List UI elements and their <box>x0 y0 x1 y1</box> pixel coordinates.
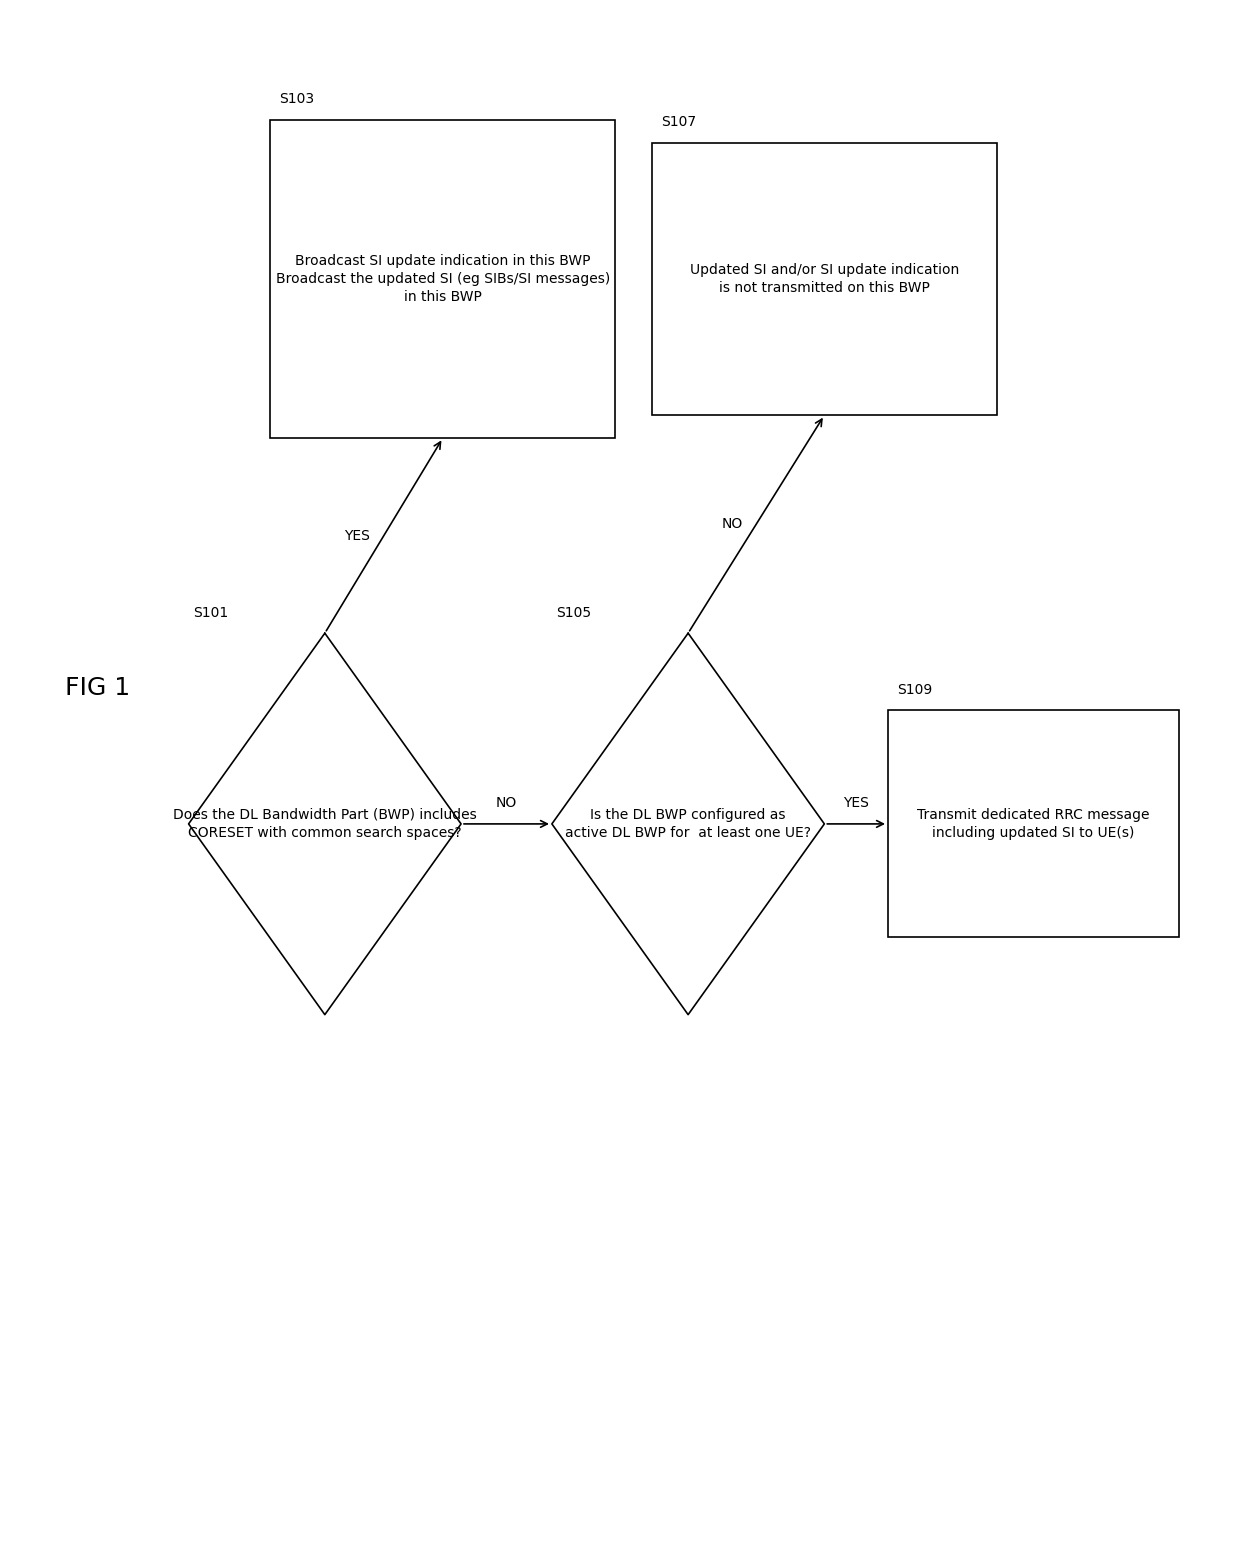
Text: YES: YES <box>843 796 869 810</box>
Bar <box>652 143 997 416</box>
Bar <box>270 120 615 438</box>
Text: S109: S109 <box>897 684 932 698</box>
Text: Updated SI and/or SI update indication
is not transmitted on this BWP: Updated SI and/or SI update indication i… <box>689 263 959 296</box>
Text: S107: S107 <box>661 115 696 129</box>
Text: S103: S103 <box>279 92 315 106</box>
Text: Broadcast SI update indication in this BWP
Broadcast the updated SI (eg SIBs/SI : Broadcast SI update indication in this B… <box>275 254 610 304</box>
Text: Is the DL BWP configured as
active DL BWP for  at least one UE?: Is the DL BWP configured as active DL BW… <box>565 808 811 841</box>
Bar <box>888 710 1178 937</box>
Text: S105: S105 <box>557 606 591 620</box>
Text: Transmit dedicated RRC message
including updated SI to UE(s): Transmit dedicated RRC message including… <box>918 808 1149 841</box>
Text: YES: YES <box>345 528 371 542</box>
Text: Does the DL Bandwidth Part (BWP) includes
CORESET with common search spaces?: Does the DL Bandwidth Part (BWP) include… <box>172 808 476 841</box>
Text: NO: NO <box>496 796 517 810</box>
Text: FIG 1: FIG 1 <box>66 676 130 699</box>
Text: NO: NO <box>722 517 743 531</box>
Text: S101: S101 <box>193 606 228 620</box>
